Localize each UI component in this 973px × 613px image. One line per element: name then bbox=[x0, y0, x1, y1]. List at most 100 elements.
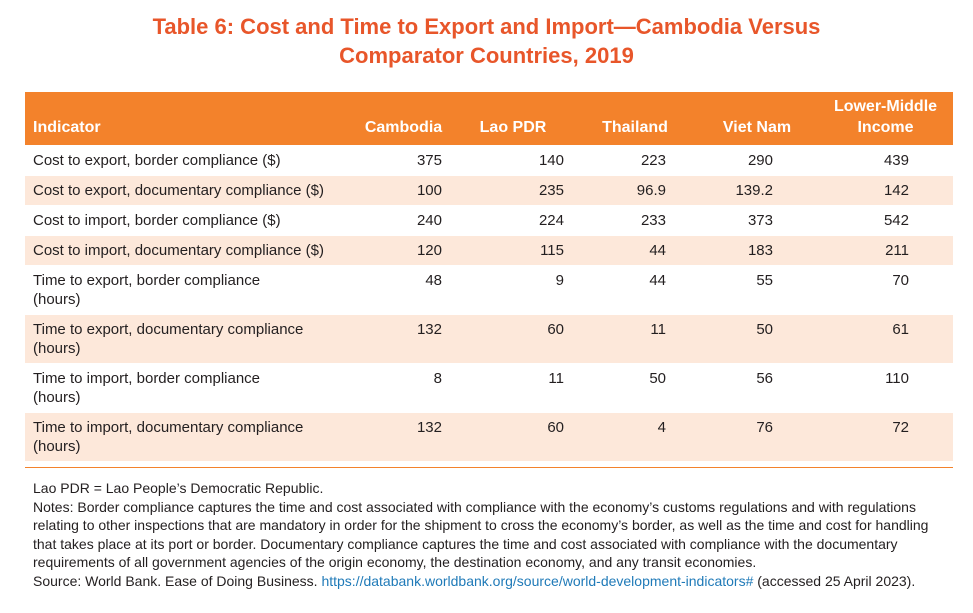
lao-cell: 235 bbox=[452, 175, 574, 206]
col-header-lower-middle-income: Lower-Middle Income bbox=[818, 92, 953, 146]
lmi-cell: 72 bbox=[818, 412, 953, 461]
lao-cell: 224 bbox=[452, 205, 574, 236]
table-row: Time to import, documentary compliance (h… bbox=[25, 412, 953, 461]
vietnam-value: 183 bbox=[747, 242, 773, 259]
cambodia-value: 132 bbox=[416, 321, 442, 338]
lmi-value: 110 bbox=[885, 370, 909, 387]
vietnam-value: 50 bbox=[756, 321, 773, 338]
vietnam-cell: 183 bbox=[696, 235, 818, 266]
cambodia-value: 8 bbox=[433, 370, 442, 387]
lao-value: 60 bbox=[547, 419, 564, 436]
indicator-line-1: Cost to export, border compliance ($) bbox=[33, 152, 281, 169]
cambodia-cell: 240 bbox=[355, 205, 452, 236]
cambodia-value: 100 bbox=[416, 182, 442, 199]
vietnam-cell: 56 bbox=[696, 363, 818, 413]
cambodia-cell: 120 bbox=[355, 235, 452, 266]
lao-value: 11 bbox=[548, 370, 564, 387]
table-bottom-rule bbox=[25, 467, 953, 468]
table-title-line-2: Comparator Countries, 2019 bbox=[339, 43, 634, 68]
cambodia-cell: 375 bbox=[355, 145, 452, 176]
table-row: Cost to import, documentary compliance (… bbox=[25, 235, 953, 266]
cambodia-cell: 132 bbox=[355, 314, 452, 364]
indicator-cell: Cost to import, documentary compliance (… bbox=[25, 235, 355, 266]
vietnam-cell: 373 bbox=[696, 205, 818, 236]
thailand-value: 96.9 bbox=[636, 182, 666, 199]
col-header-cambodia: Cambodia bbox=[364, 119, 443, 136]
indicator-line-1: Cost to import, documentary compliance (… bbox=[33, 242, 324, 259]
thailand-value: 233 bbox=[640, 212, 666, 229]
indicator-cell: Time to import, border compliance (hours) bbox=[25, 363, 355, 413]
lmi-header-line-1: Lower-Middle bbox=[833, 98, 938, 115]
data-table: Indicator Cambodia Lao PDR Thailand Viet… bbox=[25, 92, 953, 461]
indicator-line-1: Time to import, border compliance bbox=[33, 370, 261, 387]
lao-value: 60 bbox=[547, 321, 564, 338]
lmi-value: 70 bbox=[892, 272, 909, 289]
source-link[interactable]: https://databank.worldbank.org/source/wo… bbox=[321, 572, 754, 589]
thailand-cell: 44 bbox=[574, 265, 696, 315]
thailand-cell: 223 bbox=[574, 145, 696, 176]
thailand-value: 44 bbox=[649, 272, 666, 289]
thailand-cell: 44 bbox=[574, 235, 696, 266]
indicator-cell: Cost to export, documentary compliance (… bbox=[25, 175, 355, 206]
col-header-lao-pdr: Lao PDR bbox=[479, 119, 547, 136]
indicator-line-1: Time to export, border compliance bbox=[33, 272, 261, 289]
indicator-line-2: (hours) bbox=[33, 389, 81, 406]
cambodia-value: 240 bbox=[416, 212, 442, 229]
source-note: Source: World Bank. Ease of Doing Busine… bbox=[33, 572, 948, 591]
table-row: Time to export, documentary compliance (h… bbox=[25, 314, 953, 364]
notes-paragraph: Notes: Border compliance captures the ti… bbox=[33, 498, 929, 571]
thailand-value: 4 bbox=[657, 419, 666, 436]
vietnam-value: 373 bbox=[747, 212, 773, 229]
abbreviation-note: Lao PDR = Lao People’s Democratic Republ… bbox=[33, 480, 324, 496]
table-row: Time to export, border compliance (hours)… bbox=[25, 265, 953, 315]
cambodia-cell: 132 bbox=[355, 412, 452, 461]
thailand-value: 50 bbox=[649, 370, 666, 387]
table-row: Time to import, border compliance (hours)… bbox=[25, 363, 953, 413]
lmi-value: 72 bbox=[892, 419, 909, 436]
vietnam-cell: 55 bbox=[696, 265, 818, 315]
lmi-header-line-2: Income bbox=[857, 119, 914, 136]
indicator-line-2: (hours) bbox=[33, 291, 81, 308]
cambodia-cell: 100 bbox=[355, 175, 452, 206]
vietnam-value: 56 bbox=[756, 370, 773, 387]
lao-cell: 9 bbox=[452, 265, 574, 315]
table-row: Cost to import, border compliance ($) 24… bbox=[25, 205, 953, 236]
col-header-viet-nam: Viet Nam bbox=[722, 119, 792, 136]
indicator-cell: Time to export, border compliance (hours) bbox=[25, 265, 355, 315]
vietnam-value: 139.2 bbox=[735, 182, 773, 199]
table-header-row: Indicator Cambodia Lao PDR Thailand Viet… bbox=[25, 92, 953, 146]
indicator-line-1: Cost to import, border compliance ($) bbox=[33, 212, 281, 229]
lmi-value: 439 bbox=[883, 152, 909, 169]
thailand-cell: 233 bbox=[574, 205, 696, 236]
thailand-value: 223 bbox=[640, 152, 666, 169]
table-notes: Lao PDR = Lao People’s Democratic Republ… bbox=[33, 479, 948, 590]
lao-cell: 115 bbox=[452, 235, 574, 266]
lao-cell: 60 bbox=[452, 412, 574, 461]
table-row: Cost to export, documentary compliance (… bbox=[25, 175, 953, 206]
lao-value: 224 bbox=[538, 212, 564, 229]
table-title-line-1: Table 6: Cost and Time to Export and Imp… bbox=[152, 14, 821, 39]
table-title: Table 6: Cost and Time to Export and Imp… bbox=[0, 12, 973, 70]
indicator-cell: Time to export, documentary compliance (h… bbox=[25, 314, 355, 364]
cambodia-value: 375 bbox=[416, 152, 442, 169]
source-suffix: (accessed 25 April 2023). bbox=[753, 572, 916, 589]
indicator-line-1: Cost to export, documentary compliance (… bbox=[33, 182, 324, 199]
lmi-cell: 439 bbox=[818, 145, 953, 176]
lao-cell: 140 bbox=[452, 145, 574, 176]
vietnam-cell: 50 bbox=[696, 314, 818, 364]
indicator-cell: Cost to import, border compliance ($) bbox=[25, 205, 355, 236]
thailand-value: 11 bbox=[650, 321, 666, 338]
thailand-value: 44 bbox=[649, 242, 666, 259]
cambodia-value: 48 bbox=[425, 272, 442, 289]
cambodia-value: 120 bbox=[416, 242, 442, 259]
indicator-cell: Cost to export, border compliance ($) bbox=[25, 145, 355, 176]
lmi-cell: 211 bbox=[818, 235, 953, 266]
lao-cell: 11 bbox=[452, 363, 574, 413]
lmi-cell: 542 bbox=[818, 205, 953, 236]
indicator-line-1: Time to export, documentary compliance bbox=[33, 321, 304, 338]
cambodia-value: 132 bbox=[416, 419, 442, 436]
vietnam-cell: 139.2 bbox=[696, 175, 818, 206]
thailand-cell: 96.9 bbox=[574, 175, 696, 206]
lmi-cell: 142 bbox=[818, 175, 953, 206]
